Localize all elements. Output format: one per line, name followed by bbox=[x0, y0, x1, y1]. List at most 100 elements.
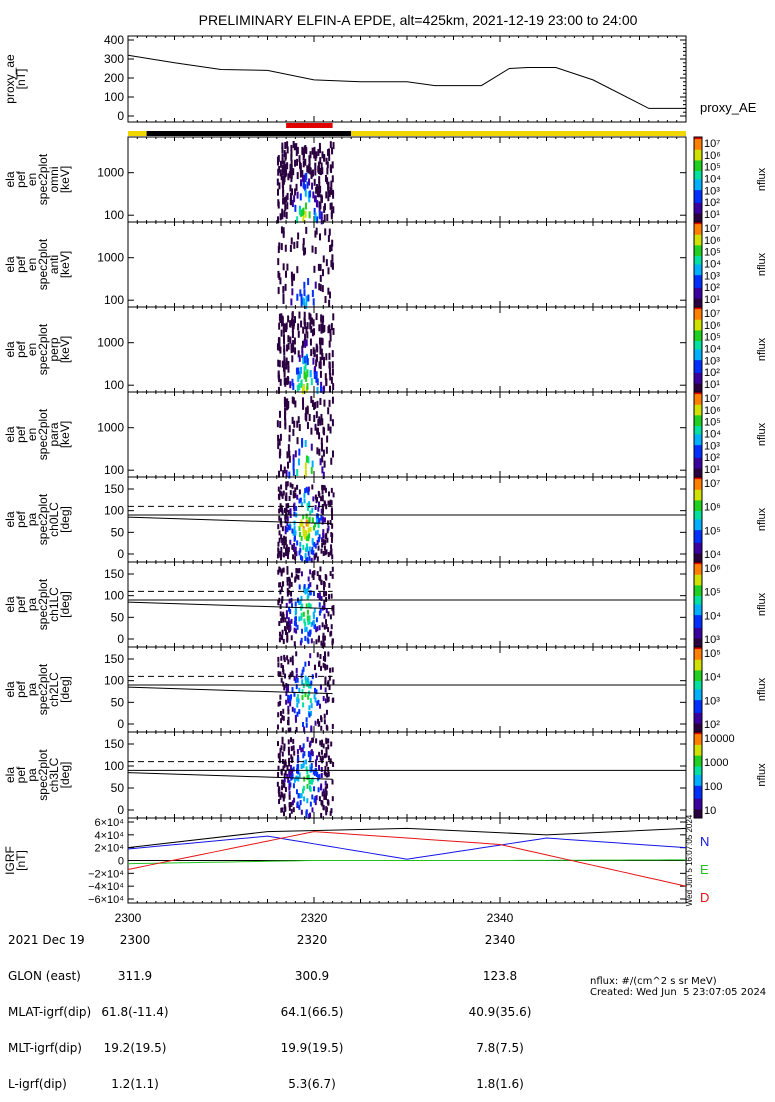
spectrogram-pixel bbox=[318, 233, 321, 241]
spectrogram-pixel bbox=[304, 488, 307, 494]
spectrogram-pixel bbox=[296, 677, 299, 683]
colorbar-cell bbox=[694, 370, 702, 374]
spectrogram-pixel bbox=[279, 671, 282, 677]
spectrogram-pixel bbox=[319, 185, 322, 193]
colorbar-cell bbox=[694, 807, 702, 810]
spectrogram-pixel bbox=[292, 807, 295, 813]
spectrogram-pixel bbox=[282, 796, 285, 802]
spectrogram-pixel bbox=[293, 502, 296, 508]
spectrogram-pixel bbox=[319, 263, 322, 271]
spectrogram-pixel bbox=[331, 723, 334, 729]
spectrogram-pixel bbox=[326, 213, 329, 221]
colorbar-cell bbox=[694, 389, 702, 393]
y-axis-label: en bbox=[25, 428, 39, 441]
spectrogram-pixel bbox=[301, 340, 304, 348]
spectrogram-pixel bbox=[293, 675, 296, 681]
colorbar-cell bbox=[694, 143, 702, 146]
spectrogram-pixel bbox=[309, 167, 312, 175]
spectrogram-pixel bbox=[324, 619, 327, 625]
colorbar-cell bbox=[694, 147, 702, 151]
spectrogram-pixel bbox=[303, 776, 306, 782]
spectrogram-pixel bbox=[323, 794, 326, 800]
colorbar-cell bbox=[694, 785, 702, 789]
spectrogram-pixel bbox=[295, 367, 298, 375]
colorbar-cell bbox=[694, 579, 702, 582]
spectrogram-pixel bbox=[296, 191, 299, 199]
colorbar-cell bbox=[694, 181, 702, 185]
spectrogram-pixel bbox=[301, 170, 304, 178]
spectrogram-pixel bbox=[319, 356, 322, 364]
colorbar-cell bbox=[694, 262, 702, 265]
spectrogram-pixel bbox=[284, 806, 287, 812]
igrf-total-line bbox=[127, 827, 687, 849]
spectrogram-pixel bbox=[286, 655, 289, 661]
spectrogram-pixel bbox=[316, 529, 319, 535]
colorbar-cell bbox=[694, 241, 702, 244]
colorbar-frame bbox=[693, 731, 703, 819]
spectrogram-pixel bbox=[319, 576, 322, 582]
spectrogram-pixel bbox=[291, 318, 294, 326]
colorbar-cell bbox=[694, 704, 702, 707]
spectrogram-pixel bbox=[280, 634, 283, 640]
spectrogram-pixel bbox=[294, 450, 297, 458]
spectrogram-pixel bbox=[298, 550, 301, 556]
spectrogram-pixel bbox=[283, 377, 286, 385]
spectrogram-pixel bbox=[306, 546, 309, 552]
spectrogram-pixel bbox=[279, 747, 282, 753]
spectrogram-pixel bbox=[290, 271, 293, 279]
spectrogram-pixel bbox=[320, 323, 323, 331]
spectrogram-pixel bbox=[279, 555, 282, 561]
spectrogram-pixel bbox=[305, 759, 308, 765]
spectrogram-pixel bbox=[282, 617, 285, 623]
colorbar-cell bbox=[694, 674, 702, 678]
y-axis-label: [keV] bbox=[58, 421, 72, 448]
spectrogram-pixel bbox=[278, 339, 281, 347]
colorbar-cell bbox=[694, 415, 702, 418]
colorbar-cell bbox=[694, 525, 702, 529]
spectrogram-pixel bbox=[306, 331, 309, 339]
spectrogram-pixel bbox=[277, 486, 280, 492]
spectrogram-pixel bbox=[298, 568, 301, 574]
colorbar-cell bbox=[694, 317, 702, 321]
colorbar-label: nflux bbox=[756, 167, 768, 191]
spectrogram-pixel bbox=[311, 572, 314, 578]
spectrogram-pixel bbox=[321, 167, 324, 175]
spectrogram-pixel bbox=[304, 635, 307, 641]
spectrogram-pixel bbox=[286, 378, 289, 386]
colorbar-cell bbox=[694, 332, 702, 336]
spectrogram-pixel bbox=[322, 386, 325, 394]
created-stamp: Created: Wed Jun 5 23:07:05 2024 bbox=[590, 987, 767, 998]
spectrogram-pixel bbox=[300, 637, 303, 643]
y-tick-label: 150 bbox=[104, 567, 124, 581]
colorbar-cell bbox=[694, 168, 702, 172]
footer-value: 7.8(7.5) bbox=[476, 1041, 524, 1055]
spectrogram-pixel bbox=[297, 323, 300, 331]
y-tick-label: 100 bbox=[104, 378, 124, 392]
spectrogram-pixel bbox=[305, 813, 308, 819]
spectrogram-pixel bbox=[331, 147, 334, 155]
spectrogram-pixel bbox=[290, 737, 293, 743]
colorbar-cell bbox=[694, 794, 702, 797]
y-axis-label: en bbox=[25, 173, 39, 186]
spectrogram-pixel bbox=[288, 495, 291, 501]
colorbar-cell bbox=[694, 324, 702, 327]
spectrogram-pixel bbox=[320, 348, 323, 356]
spectrogram-pixel bbox=[294, 546, 297, 552]
spectrogram-pixel bbox=[288, 455, 291, 463]
colorbar-cell bbox=[694, 672, 702, 676]
spectrogram-pixel bbox=[330, 630, 333, 636]
spectrogram-pixel bbox=[282, 666, 285, 672]
colorbar-cell bbox=[694, 792, 702, 795]
colorbar-cell bbox=[694, 547, 702, 550]
spectrogram-pixel bbox=[326, 692, 329, 698]
colorbar-cell bbox=[694, 417, 702, 421]
panel-ch0LC: elapefpaspec2plotch0LC[deg]15010050010⁷1… bbox=[3, 476, 768, 563]
spectrogram-pixel bbox=[322, 533, 325, 539]
spectrogram-pixel bbox=[323, 605, 326, 611]
spectrogram-pixel bbox=[305, 414, 308, 422]
spectrogram-pixel bbox=[303, 618, 306, 624]
spectrogram-pixel bbox=[289, 244, 292, 252]
spectrogram-pixel bbox=[328, 148, 331, 156]
colorbar-tick-label: 10³ bbox=[704, 634, 720, 646]
colorbar-cell bbox=[694, 245, 702, 248]
